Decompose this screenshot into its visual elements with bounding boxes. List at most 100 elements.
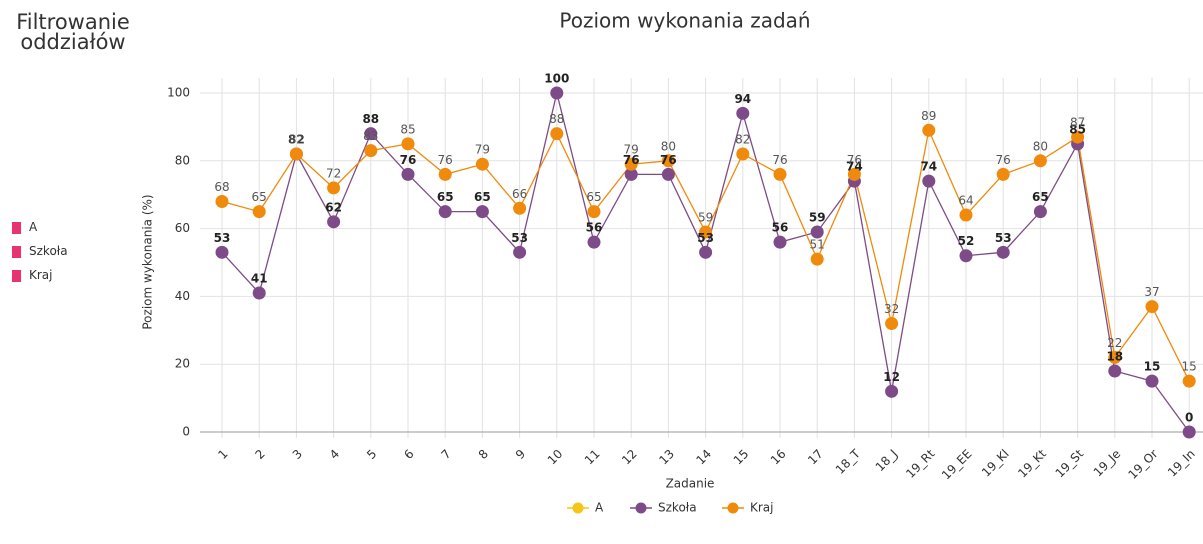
x-tick-label: 15 — [731, 447, 752, 468]
point — [810, 225, 824, 239]
data-label: 66 — [512, 187, 527, 201]
x-tick-label: 13 — [656, 447, 677, 468]
legend-item: Kraj — [722, 501, 774, 515]
x-tick-label: 1 — [215, 447, 230, 462]
point — [475, 205, 489, 219]
data-label: 79 — [624, 143, 639, 157]
x-tick-label: 18_J — [873, 447, 900, 474]
point — [699, 225, 713, 239]
point — [1108, 364, 1122, 378]
chart-title: Poziom wykonania zadań — [559, 9, 810, 33]
point — [215, 245, 229, 259]
x-tick-label: 16 — [768, 447, 789, 468]
point — [438, 167, 452, 181]
data-label: 76 — [847, 153, 862, 167]
data-label: 64 — [958, 194, 973, 208]
data-label: 68 — [214, 180, 229, 194]
data-label: 80 — [1033, 139, 1048, 153]
y-tick-label: 80 — [175, 153, 190, 167]
y-tick-label: 100 — [167, 86, 190, 100]
data-label: 88 — [549, 112, 564, 126]
data-label: 74 — [920, 160, 937, 174]
data-label: 76 — [400, 153, 417, 167]
data-label: 94 — [734, 92, 751, 106]
data-label: 53 — [697, 231, 714, 245]
x-tick-label: 18_T — [833, 446, 864, 477]
data-label: 82 — [288, 133, 305, 147]
point — [252, 205, 266, 219]
x-tick-label: 19_Je — [1091, 447, 1124, 480]
y-tick-label: 0 — [182, 425, 190, 439]
point — [475, 157, 489, 171]
legend-label: Kraj — [750, 501, 774, 515]
point — [1182, 374, 1196, 388]
data-label: 89 — [921, 109, 936, 123]
point — [847, 167, 861, 181]
filter[interactable]: Szkoła — [12, 244, 68, 258]
point — [587, 205, 601, 219]
point — [289, 147, 303, 161]
x-tick-label: 19_Rt — [903, 446, 937, 480]
point — [996, 167, 1010, 181]
point — [550, 127, 564, 141]
point — [327, 215, 341, 229]
data-label: 15 — [1182, 360, 1197, 374]
data-label: 0 — [1185, 411, 1193, 425]
point — [364, 127, 378, 141]
data-label: 18 — [1106, 349, 1123, 363]
data-label: 56 — [772, 221, 789, 235]
point — [922, 174, 936, 188]
filter-label: A — [29, 220, 38, 234]
point — [1071, 130, 1085, 144]
point — [252, 286, 266, 300]
data-label: 85 — [1069, 122, 1086, 136]
point — [550, 86, 564, 100]
point — [885, 317, 899, 331]
point — [215, 194, 229, 208]
data-label: 65 — [252, 190, 267, 204]
data-label: 65 — [437, 190, 454, 204]
data-label: 65 — [474, 190, 491, 204]
data-label: 82 — [289, 133, 304, 147]
legend-marker — [727, 502, 739, 514]
point — [736, 147, 750, 161]
point — [1033, 205, 1047, 219]
filter[interactable]: A — [12, 220, 37, 234]
x-tick-label: 19_In — [1165, 447, 1198, 480]
point — [661, 154, 675, 168]
legend-item: A — [567, 501, 604, 515]
data-label: 76 — [772, 153, 787, 167]
x-tick-label: 2 — [252, 447, 267, 462]
data-label: 37 — [1144, 285, 1159, 299]
data-label: 59 — [809, 210, 826, 224]
data-label: 65 — [586, 190, 601, 204]
point — [624, 157, 638, 171]
data-label: 74 — [846, 160, 863, 174]
data-label: 76 — [438, 153, 453, 167]
y-tick-label: 60 — [175, 221, 190, 235]
point — [959, 249, 973, 263]
data-label: 32 — [884, 302, 899, 316]
point — [364, 144, 378, 158]
data-label: 59 — [698, 210, 713, 224]
y-tick-label: 40 — [175, 289, 190, 303]
point — [885, 384, 899, 398]
x-tick-label: 10 — [545, 447, 566, 468]
point — [327, 181, 341, 195]
legend-marker — [635, 502, 647, 514]
data-label: 76 — [623, 153, 640, 167]
sidebar: Filtrowanie oddziałów A Szkoła Kraj — [0, 0, 150, 544]
point — [513, 201, 527, 215]
x-axis-label: Zadanie — [666, 477, 715, 491]
data-label: 65 — [1032, 190, 1049, 204]
filter[interactable]: Kraj — [12, 268, 53, 282]
y-tick-label: 20 — [175, 357, 190, 371]
x-tick-label: 4 — [327, 447, 342, 462]
data-label: 80 — [661, 139, 676, 153]
data-label: 82 — [735, 133, 750, 147]
legend-marker — [572, 502, 584, 514]
data-label: 12 — [883, 370, 900, 384]
data-label: 87 — [1070, 116, 1085, 130]
point — [661, 167, 675, 181]
